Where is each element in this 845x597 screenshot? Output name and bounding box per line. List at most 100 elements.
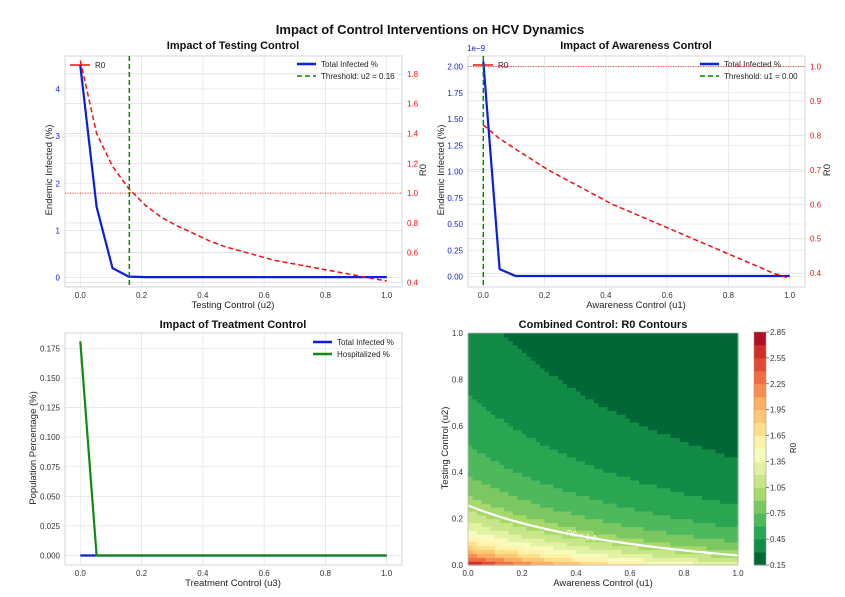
contour-cell [684,464,690,469]
contour-cell [720,483,726,489]
contour-cell [693,553,699,558]
contour-cell [684,472,690,477]
colorbar-band [754,422,766,436]
contour-cell [724,360,730,365]
contour-cell [702,356,708,361]
contour-cell [648,379,654,384]
contour-cell [697,433,703,438]
contour-cell [580,394,586,400]
contour-cell [517,534,523,539]
contour-cell [553,406,559,411]
contour-cell [679,360,685,365]
contour-cell [562,433,568,438]
contour-cell [729,522,735,527]
contour-cell [666,510,672,516]
contour-cell [657,367,663,373]
contour-cell [531,479,537,485]
contour-cell [693,344,699,350]
contour-cell [517,414,523,419]
contour-cell [657,460,663,466]
contour-cell [477,472,483,477]
contour-cell [549,340,555,346]
contour-cell [603,553,609,558]
contour-cell [706,479,712,485]
contour-cell [481,336,487,342]
contour-cell [526,503,532,508]
contour-cell [468,375,474,380]
contour-cell [711,340,717,346]
contour-cell [562,534,568,539]
contour-cell [639,518,645,524]
contour-cell [702,530,708,535]
contour-cell [585,348,591,353]
contour-cell [711,561,717,566]
contour-cell [657,553,663,558]
contour-cell [490,383,496,388]
contour-cell [544,379,550,384]
contour-cell [562,336,568,342]
contour-cell [697,522,703,527]
contour-cell [648,333,654,338]
contour-cell [486,429,492,435]
contour-cell [585,553,591,558]
contour-cell [567,476,573,481]
contour-cell [535,545,541,551]
contour-cell [729,445,735,450]
contour-cell [684,356,690,361]
contour-cell [684,476,690,481]
contour-cell [679,375,685,380]
contour-cell [657,499,663,504]
contour-cell [472,433,478,438]
contour-cell [630,391,636,396]
contour-cell [616,433,622,438]
contour-cell [495,391,501,396]
p4-ytick-5: 1.0 [452,329,464,338]
contour-cell [490,418,496,423]
contour-cell [670,387,676,392]
contour-cell [544,344,550,350]
contour-cell [657,348,663,353]
contour-cell [490,479,496,485]
contour-cell [589,557,595,562]
contour-cell [576,553,582,558]
contour-cell [504,333,510,338]
contour-cell [472,387,478,392]
contour-cell [607,418,613,423]
contour-cell [540,421,546,427]
contour-cell [715,445,721,450]
contour-cell [652,476,658,481]
contour-cell [589,472,595,477]
contour-cell [526,429,532,435]
contour-cell [549,479,555,485]
contour-cell [513,468,519,473]
contour-cell [639,557,645,562]
contour-cell [634,429,640,435]
contour-cell [697,537,703,543]
contour-cell [711,476,717,481]
contour-cell [549,487,555,493]
contour-cell [670,352,676,357]
contour-cell [504,518,510,524]
contour-cell [562,479,568,485]
contour-cell [517,410,523,415]
contour-cell [630,387,636,392]
contour-cell [684,402,690,408]
contour-cell [558,472,564,477]
contour-cell [643,445,649,450]
contour-cell [517,503,523,508]
contour-cell [558,336,564,342]
contour-cell [733,441,739,446]
contour-cell [562,522,568,527]
contour-cell [603,510,609,516]
contour-cell [643,352,649,357]
contour-cell [598,534,604,539]
contour-cell [526,541,532,547]
contour-cell [571,336,577,342]
contour-cell [643,468,649,473]
contour-cell [468,421,474,427]
contour-cell [558,507,564,512]
contour-cell [693,460,699,466]
contour-cell [688,410,694,415]
contour-cell [531,460,537,466]
contour-cell [706,510,712,516]
